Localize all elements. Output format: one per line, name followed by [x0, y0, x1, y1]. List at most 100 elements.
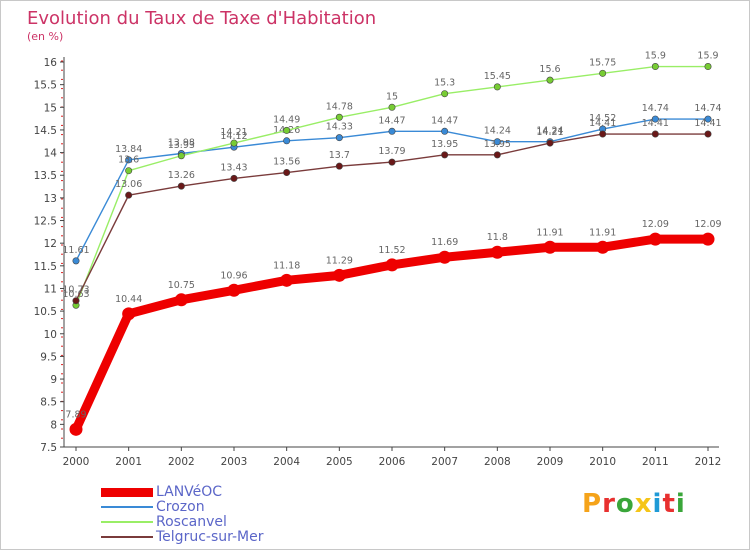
x-tick-label: 2008: [484, 456, 511, 468]
data-point: [651, 115, 659, 123]
data-point: [335, 134, 343, 142]
data-label: 14.12: [220, 131, 247, 142]
series-lanve-oc: 7.89 10.44 10.75 10.96 11.18 11.29 11.52 11.69 1…: [65, 219, 722, 436]
data-point: [493, 83, 501, 91]
data-point: [125, 191, 133, 199]
data-point: [283, 137, 291, 145]
data-point: [125, 156, 133, 164]
data-label: 14.41: [589, 118, 616, 129]
data-point: [493, 151, 501, 159]
data-label: 14.74: [642, 103, 669, 114]
data-label: 7.89: [65, 409, 86, 420]
data-point: [332, 268, 346, 282]
logo-letter: i: [652, 489, 663, 519]
data-label: 11.18: [273, 260, 300, 271]
data-point: [441, 151, 449, 159]
data-label: 11.52: [378, 245, 405, 256]
data-label: 13.43: [220, 162, 247, 173]
y-tick-label: 15: [44, 102, 57, 114]
data-point: [230, 174, 238, 182]
data-point: [280, 273, 294, 287]
legend-label: LANVéOC: [156, 484, 223, 500]
y-tick-label: 8.5: [40, 397, 57, 409]
data-point: [704, 115, 712, 123]
data-label: 15.45: [484, 71, 511, 82]
data-label: 14.21: [220, 127, 247, 138]
legend-swatch: [101, 536, 153, 538]
data-point: [174, 293, 188, 307]
x-tick-label: 2010: [589, 456, 616, 468]
data-point: [599, 130, 607, 138]
proxiti-logo: Proxiti: [582, 489, 686, 519]
data-label: 13.56: [273, 157, 300, 168]
x-tick-label: 2009: [537, 456, 564, 468]
x-tick-label: 2007: [431, 456, 458, 468]
data-label: 13.84: [115, 144, 142, 155]
data-point: [335, 113, 343, 121]
data-label: 14.74: [694, 103, 721, 114]
y-tick-label: 14.5: [34, 125, 57, 137]
data-point: [388, 103, 396, 111]
data-label: 10.73: [62, 285, 89, 296]
y-tick-label: 9: [50, 374, 57, 386]
data-label: 14.24: [536, 126, 563, 137]
y-tick-label: 14: [44, 148, 58, 160]
data-point: [599, 69, 607, 77]
data-label: 14.78: [326, 101, 353, 112]
data-point: [335, 162, 343, 170]
y-tick-label: 10: [44, 329, 57, 341]
data-point: [441, 90, 449, 98]
x-tick-label: 2003: [221, 456, 248, 468]
data-label: 13.26: [168, 170, 195, 181]
y-tick-label: 16: [44, 57, 58, 69]
data-point: [227, 283, 241, 297]
data-point: [69, 422, 83, 436]
data-label: 15.6: [539, 64, 560, 75]
y-tick-label: 8: [50, 419, 57, 431]
logo-letter: P: [582, 489, 603, 519]
data-label: 13.95: [484, 139, 511, 150]
data-point: [122, 307, 136, 321]
data-label: 15.9: [645, 51, 666, 62]
data-point: [701, 232, 715, 246]
y-tick-label: 13: [44, 193, 57, 205]
data-point: [72, 257, 80, 265]
unit-label: (en %): [27, 30, 64, 43]
data-label: 13.98: [168, 137, 195, 148]
x-tick-label: 2011: [642, 456, 669, 468]
data-label: 14.49: [273, 114, 300, 125]
data-point: [72, 297, 80, 305]
data-point: [283, 169, 291, 177]
data-label: 15.3: [434, 78, 455, 89]
data-label: 12.09: [694, 219, 721, 230]
data-label: 14.41: [694, 118, 721, 129]
data-point: [438, 250, 452, 264]
data-point: [546, 139, 554, 147]
series-telgruc-sur-mer: 10.73 13.06 13.26 13.43 13.56 13.7 13.79 13.95 1…: [62, 118, 722, 305]
data-point: [388, 127, 396, 135]
data-label: 13.7: [329, 150, 350, 161]
x-tick-label: 2006: [379, 456, 406, 468]
data-label: 10.96: [220, 270, 247, 281]
data-label: 11.91: [536, 227, 563, 238]
y-tick-label: 11: [44, 283, 57, 295]
data-label: 11.69: [431, 237, 458, 248]
y-tick-label: 15.5: [34, 80, 57, 92]
data-point: [648, 232, 662, 246]
data-label: 10.44: [115, 294, 142, 305]
x-tick-label: 2002: [168, 456, 195, 468]
data-point: [490, 245, 504, 259]
data-label: 11.91: [589, 227, 616, 238]
logo-letter: r: [602, 489, 616, 519]
y-tick-label: 7.5: [40, 442, 57, 454]
y-tick-label: 10.5: [34, 306, 57, 318]
data-label: 14.41: [642, 118, 669, 129]
y-tick-label: 12.5: [34, 216, 57, 228]
x-tick-label: 2000: [63, 456, 90, 468]
data-label: 13.06: [115, 179, 142, 190]
data-label: 13.79: [378, 146, 405, 157]
x-tick-label: 2005: [326, 456, 353, 468]
data-point: [596, 240, 610, 254]
legend-swatch: [101, 521, 153, 523]
